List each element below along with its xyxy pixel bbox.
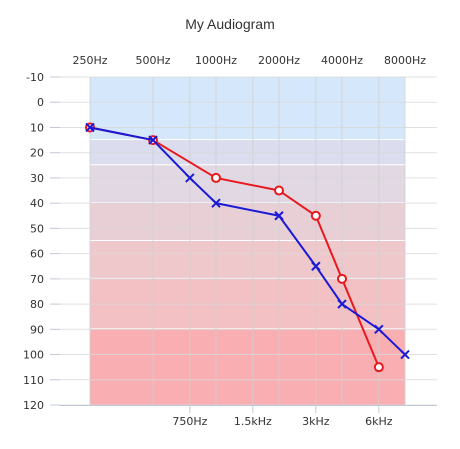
y-tick-label: 20 <box>30 147 44 160</box>
grid-lines <box>60 76 437 406</box>
series-0-point <box>274 185 284 196</box>
series-1-point <box>337 299 347 309</box>
x-bottom-tick-label: 6kHz <box>365 415 393 428</box>
y-tick-label: 0 <box>37 96 44 109</box>
y-tick-label: 30 <box>30 172 44 185</box>
band-6 <box>90 329 405 405</box>
series-0-point <box>310 210 321 221</box>
y-tick-label: 120 <box>23 399 44 412</box>
y-tick-label: 90 <box>30 323 44 336</box>
x-bottom-tick-label: 750Hz <box>172 415 207 428</box>
y-tick-label: 60 <box>30 248 44 261</box>
x-top-tick-label: 8000Hz <box>384 54 426 67</box>
series-1-point <box>311 261 321 271</box>
series-1-point <box>274 211 284 221</box>
x-top-tick-label: 500Hz <box>135 54 170 67</box>
series-1-point <box>400 349 410 360</box>
series-1-point <box>148 135 158 145</box>
y-tick-label: 100 <box>23 349 44 362</box>
series-1-point <box>211 198 221 208</box>
y-tick-label: 110 <box>23 374 44 387</box>
band-4 <box>90 241 405 279</box>
axes: -10 0 10 20 30 40 50 60 70 80 90 100 110 120 250Hz 500H… <box>23 54 437 428</box>
series-0-point <box>337 273 347 284</box>
series-layer <box>85 122 410 373</box>
y-tick-label: 80 <box>30 298 44 311</box>
x-bottom-tick-label: 1.5kHz <box>234 415 272 428</box>
series-1-point <box>374 324 384 335</box>
series-0-point <box>211 172 221 183</box>
y-tick-label: 40 <box>30 197 44 210</box>
x-top-tick-label: 4000Hz <box>321 54 363 67</box>
y-tick-label: -10 <box>26 71 44 84</box>
chart-title: My Audiogram <box>185 16 274 32</box>
y-tick-label: 10 <box>30 121 44 134</box>
x-bottom-tick-label: 3kHz <box>302 415 330 428</box>
x-top-tick-label: 250Hz <box>72 54 107 67</box>
band-0 <box>90 77 405 141</box>
series-1-point <box>85 122 95 133</box>
y-tick-label: 70 <box>30 273 44 286</box>
y-tick-label: 50 <box>30 222 44 235</box>
hearing-level-bands <box>90 77 405 405</box>
series-0-point <box>373 362 384 373</box>
series-1-point <box>185 173 195 183</box>
x-top-tick-label: 1000Hz <box>195 54 237 67</box>
x-top-tick-label: 2000Hz <box>258 54 300 67</box>
